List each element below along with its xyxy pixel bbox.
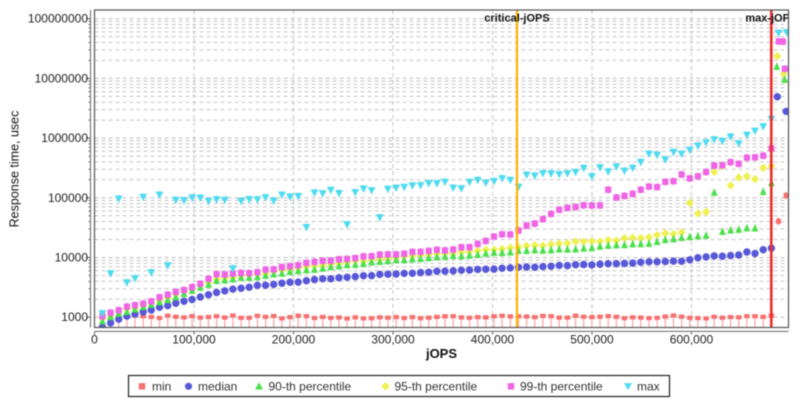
svg-text:95-th percentile: 95-th percentile xyxy=(395,380,478,394)
svg-text:min: min xyxy=(152,380,171,394)
svg-text:1000: 1000 xyxy=(61,310,88,324)
svg-text:200,000: 200,000 xyxy=(272,333,316,347)
svg-text:400,000: 400,000 xyxy=(471,333,515,347)
svg-text:10000: 10000 xyxy=(55,251,89,265)
svg-text:600,000: 600,000 xyxy=(670,333,714,347)
svg-text:100,000: 100,000 xyxy=(172,333,216,347)
svg-text:critical-jOPS: critical-jOPS xyxy=(484,13,549,25)
svg-text:500,000: 500,000 xyxy=(570,333,614,347)
svg-text:jOPS: jOPS xyxy=(425,346,457,361)
svg-text:0: 0 xyxy=(91,333,98,347)
svg-text:1000000: 1000000 xyxy=(41,131,88,145)
svg-text:99-th percentile: 99-th percentile xyxy=(520,380,603,394)
svg-text:max: max xyxy=(637,380,660,394)
svg-text:90-th percentile: 90-th percentile xyxy=(269,380,352,394)
svg-text:median: median xyxy=(198,380,237,394)
svg-text:300,000: 300,000 xyxy=(371,333,415,347)
svg-text:Response time, usec: Response time, usec xyxy=(8,111,22,228)
svg-text:100000000: 100000000 xyxy=(28,12,88,26)
svg-text:10000000: 10000000 xyxy=(35,71,89,85)
svg-text:max-jOPS: max-jOPS xyxy=(745,13,797,25)
svg-text:100000: 100000 xyxy=(48,191,88,205)
